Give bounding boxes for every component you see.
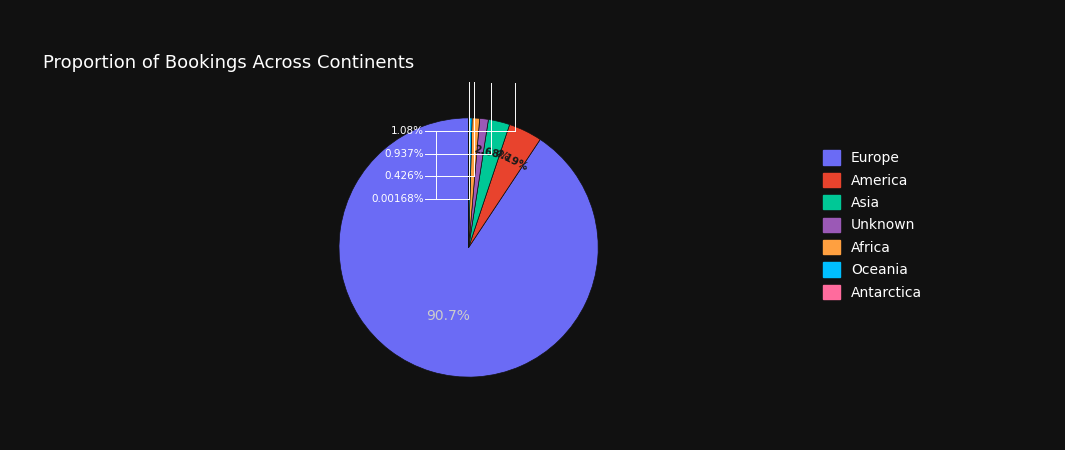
Text: Proportion of Bookings Across Continents: Proportion of Bookings Across Continents bbox=[43, 54, 414, 72]
Text: 0.426%: 0.426% bbox=[384, 171, 424, 181]
Text: 4.19%: 4.19% bbox=[493, 148, 529, 172]
Wedge shape bbox=[469, 119, 510, 248]
Wedge shape bbox=[469, 118, 489, 248]
Text: 90.7%: 90.7% bbox=[426, 309, 470, 323]
Wedge shape bbox=[339, 118, 599, 377]
Wedge shape bbox=[469, 118, 472, 248]
Text: 1.08%: 1.08% bbox=[391, 126, 424, 136]
Text: 2.68%: 2.68% bbox=[473, 144, 510, 162]
Legend: Europe, America, Asia, Unknown, Africa, Oceania, Antarctica: Europe, America, Asia, Unknown, Africa, … bbox=[817, 143, 929, 307]
Text: 0.00168%: 0.00168% bbox=[372, 194, 424, 204]
Wedge shape bbox=[469, 118, 479, 248]
Text: 0.937%: 0.937% bbox=[384, 148, 424, 158]
Wedge shape bbox=[469, 125, 540, 248]
